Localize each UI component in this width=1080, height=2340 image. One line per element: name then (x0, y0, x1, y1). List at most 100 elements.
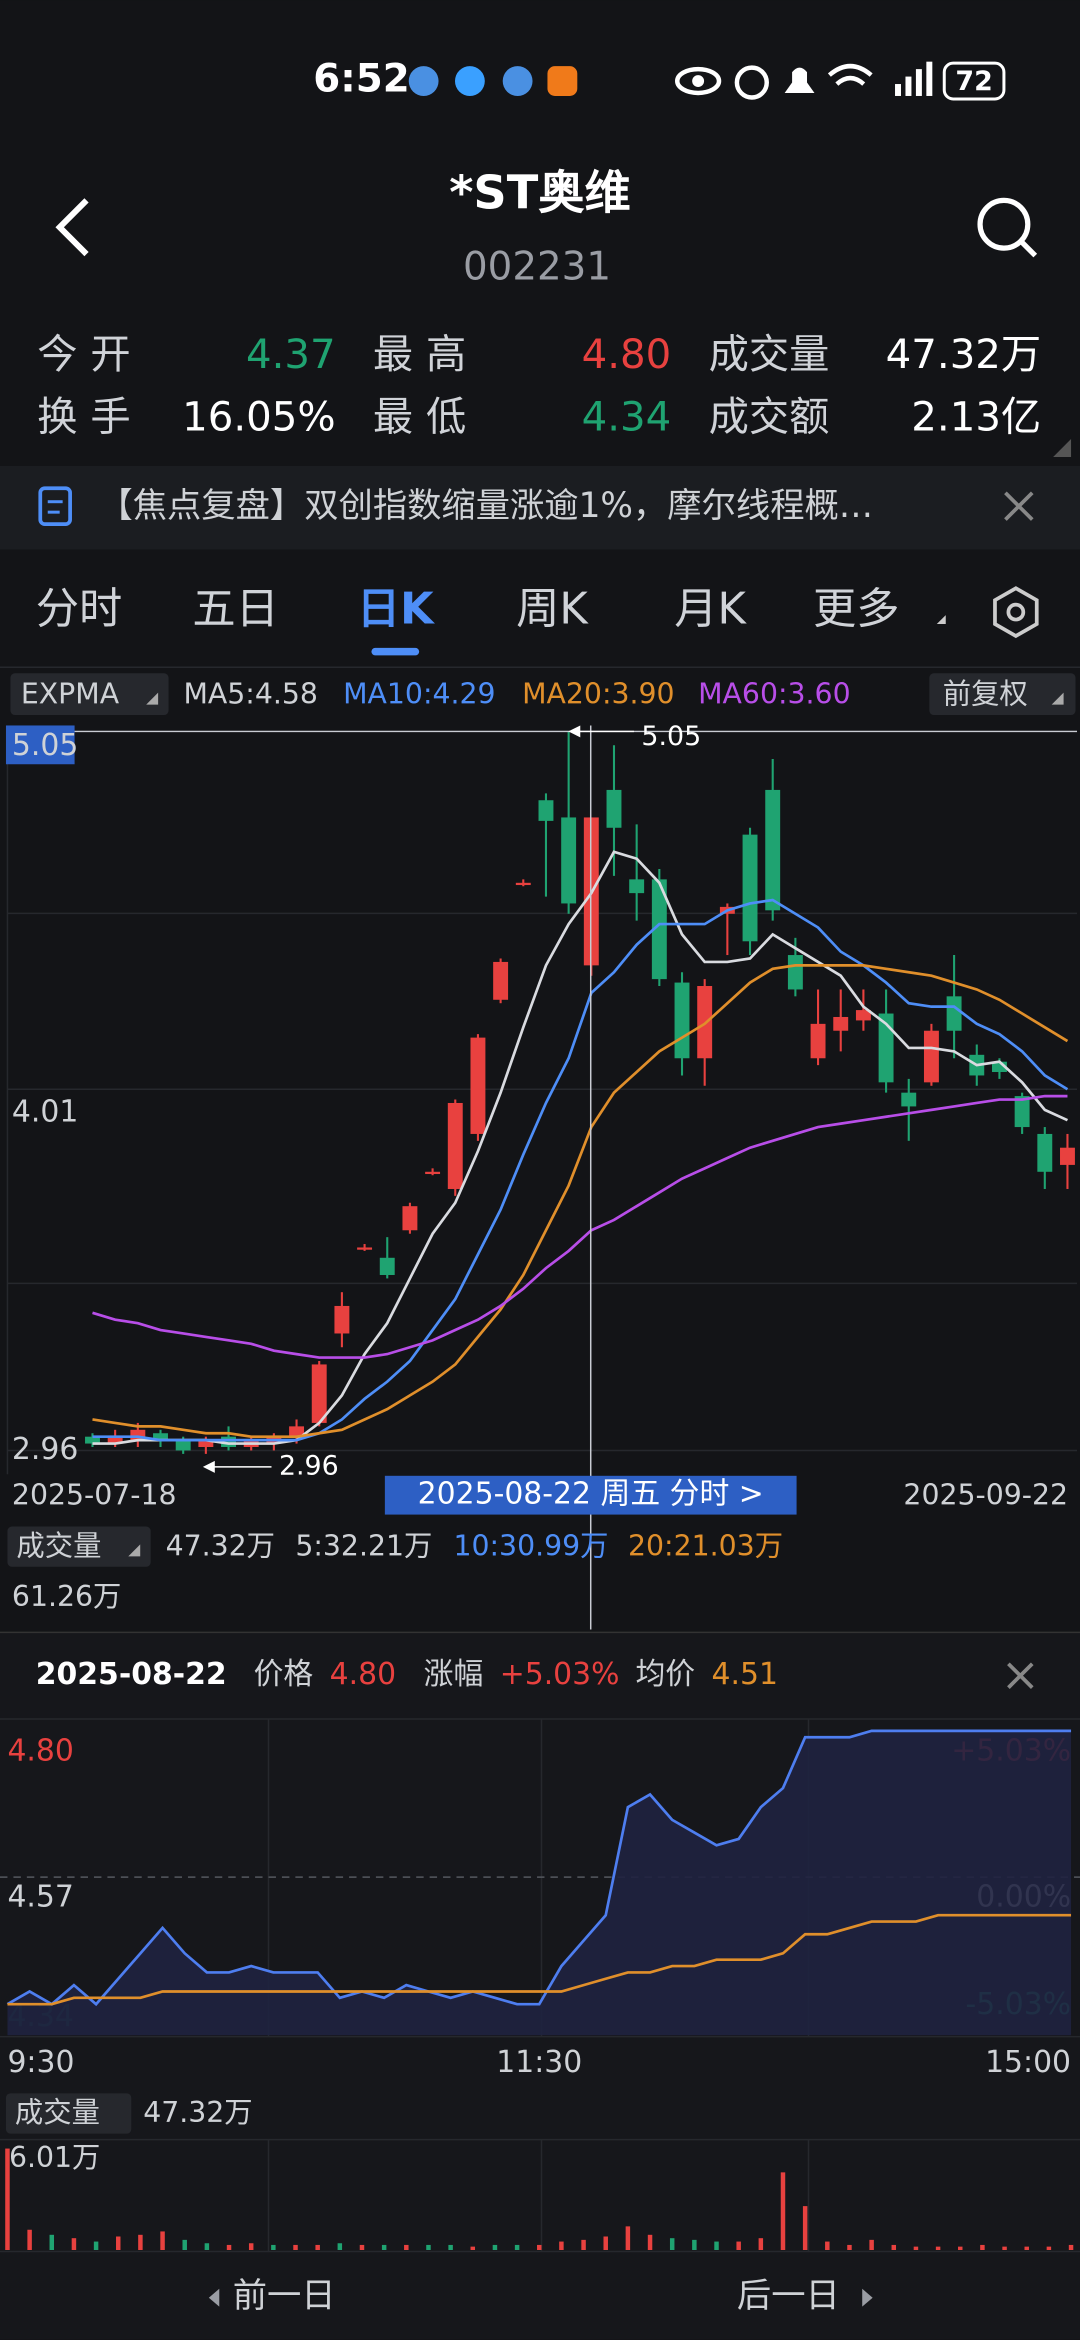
news-text[interactable]: 【焦点复盘】双创指数缩量涨逾1%，摩尔线程概… (98, 486, 873, 526)
volume-bar (559, 2241, 564, 2250)
volume-bar (913, 2246, 919, 2250)
tab[interactable]: 更多 (813, 585, 900, 635)
quote-label: 今 开 (37, 332, 130, 378)
news-bar[interactable] (0, 465, 1080, 550)
candle-body (402, 1206, 418, 1231)
volume-bar (603, 2236, 608, 2250)
tab[interactable]: 月K (674, 585, 747, 635)
volume-tick-label: 6.01万 (9, 2141, 100, 2174)
tab[interactable]: 分时 (36, 585, 123, 635)
candle-body (606, 789, 622, 828)
volume-bar (514, 2244, 520, 2250)
volume-ma5: 5:32.21万 (295, 1529, 432, 1562)
quote-label: 成交量 (709, 332, 830, 378)
volume-bar (470, 2246, 476, 2250)
volume-bar (160, 2231, 165, 2250)
volume-bar (116, 2236, 121, 2250)
y-tick-label: 2.96 (12, 1432, 78, 1467)
selected-date-tag[interactable] (384, 1475, 797, 1515)
intraday-volume-label: 成交量 (15, 2096, 100, 2129)
settings-button[interactable] (993, 586, 1039, 639)
quote-value: 47.32万 (886, 332, 1042, 378)
avg-label: 均价 (635, 1657, 695, 1692)
back-button[interactable] (55, 198, 89, 257)
candle-body (946, 996, 962, 1031)
ma-label: MA20:3.90 (522, 678, 675, 711)
candle-body (85, 1436, 100, 1444)
volume-bar (714, 2241, 719, 2250)
volume-bar (802, 2206, 808, 2250)
volume-bar (1024, 2246, 1029, 2250)
arrow-head (202, 1460, 215, 1473)
candle-body (311, 1364, 327, 1423)
candle-body (198, 1440, 214, 1448)
prev-day[interactable]: 前一日 (233, 2276, 336, 2316)
volume-bar (381, 2244, 387, 2250)
volume-select[interactable] (7, 1526, 151, 1567)
low-label: 2.96 (279, 1450, 339, 1481)
news-close[interactable] (1004, 491, 1034, 521)
intraday-volume: 6.01万 (0, 2138, 1080, 2253)
search-button[interactable] (977, 197, 1038, 258)
volume-bar (182, 2239, 187, 2250)
panel-close[interactable] (1007, 1662, 1034, 1689)
volume-bar (337, 2243, 343, 2250)
volume-bar (315, 2244, 320, 2250)
price-value: 4.80 (330, 1657, 396, 1692)
quote-label: 最 高 (373, 332, 466, 378)
volume-bar (825, 2241, 830, 2250)
candle-body (787, 955, 803, 990)
volume-bar (692, 2239, 697, 2250)
volume-bar (1002, 2246, 1007, 2250)
candle-body (379, 1257, 395, 1275)
volume-bar (625, 2226, 631, 2250)
ma-label: MA5:4.58 (183, 678, 317, 711)
arrow-head (568, 725, 581, 738)
selected-date[interactable]: 2025-08-22 周五 分时 > (418, 1477, 764, 1512)
candle-body (153, 1433, 168, 1441)
status-icons (408, 61, 1006, 101)
volume-label: 成交量 (16, 1529, 101, 1562)
change-value: +5.03% (500, 1657, 620, 1692)
battery-level: 72 (955, 66, 992, 97)
tab[interactable]: 周K (516, 585, 589, 635)
volume-bar (71, 2238, 77, 2250)
candle-body (175, 1440, 191, 1451)
volume-bar (293, 2244, 298, 2250)
quote-value: 2.13亿 (911, 395, 1041, 441)
x-tick-label: 9:30 (7, 2045, 74, 2080)
candle-body (1014, 1096, 1030, 1128)
next-day[interactable]: 后一日 (737, 2276, 840, 2316)
volume-ma10: 10:30.99万 (453, 1529, 608, 1562)
intraday-volume-value: 47.32万 (143, 2096, 252, 2129)
x-tick-label: 11:30 (496, 2045, 582, 2080)
candle-body (833, 1016, 849, 1031)
x-tick-label: 2025-09-22 (903, 1479, 1068, 1512)
volume-bar (404, 2244, 409, 2250)
tab[interactable]: 五日 (192, 585, 279, 635)
candle-body (742, 834, 758, 942)
indicator-select[interactable] (10, 673, 169, 716)
candle-body (470, 1037, 486, 1134)
ma-line (92, 850, 1069, 1445)
volume-bar (271, 2244, 276, 2250)
volume-bar (581, 2239, 586, 2250)
ma-label: MA60:3.60 (698, 678, 851, 711)
volume-bar (980, 2244, 985, 2250)
candle-body (334, 1305, 350, 1334)
candle-body (878, 1013, 894, 1083)
volume-bar (758, 2238, 764, 2250)
intraday-chart: 4.344.574.80-5.03%0.00%+5.03%9:3011:3015… (0, 1718, 1080, 2080)
intraday-volume-select[interactable] (5, 2093, 132, 2134)
candle-body (1037, 1133, 1053, 1172)
volume-bar (448, 2244, 453, 2250)
tab[interactable]: 日K (357, 585, 435, 635)
candle-body (493, 961, 509, 1000)
price-label: 价格 (254, 1657, 314, 1692)
quote-value: 4.80 (582, 332, 672, 378)
quote-label: 最 低 (373, 395, 466, 441)
volume-max: 61.26万 (12, 1580, 121, 1613)
volume-bar (49, 2234, 55, 2250)
adjust-select[interactable] (929, 673, 1076, 716)
volume-bar (958, 2246, 963, 2250)
